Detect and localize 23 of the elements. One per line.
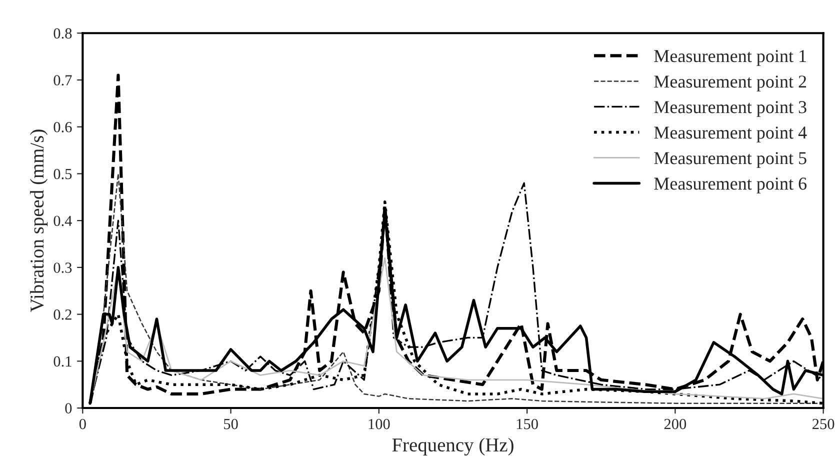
x-tick-label: 0 — [79, 418, 86, 430]
y-tick-label: 0.7 — [54, 75, 72, 86]
legend-label: Measurement point 5 — [654, 152, 806, 168]
legend-label: Measurement point 2 — [654, 76, 806, 92]
x-tick-label: 50 — [224, 418, 238, 430]
legend-label: Measurement point 3 — [654, 101, 806, 117]
y-tick-label: 0.4 — [54, 216, 72, 226]
y-tick-label: 0.8 — [54, 28, 72, 39]
y-tick-label: 0.2 — [54, 309, 72, 320]
y-axis-title: Vibration speed (mm/s) — [30, 130, 48, 312]
x-tick-label: 250 — [812, 418, 834, 430]
y-tick-label: 0.1 — [54, 356, 72, 367]
x-tick-label: 200 — [664, 418, 686, 430]
y-tick-label: 0.5 — [54, 168, 72, 180]
y-tick-label: 0 — [65, 403, 72, 414]
x-tick-label: 150 — [516, 418, 538, 430]
x-tick-label: 100 — [368, 418, 390, 430]
x-axis-title: Frequency (Hz) — [392, 438, 514, 456]
y-tick-label: 0.3 — [54, 262, 72, 273]
legend-label: Measurement point 4 — [654, 126, 807, 142]
legend-label: Measurement point 1 — [654, 50, 806, 66]
legend-label: Measurement point 6 — [654, 178, 807, 194]
y-tick-label: 0.6 — [54, 122, 72, 132]
